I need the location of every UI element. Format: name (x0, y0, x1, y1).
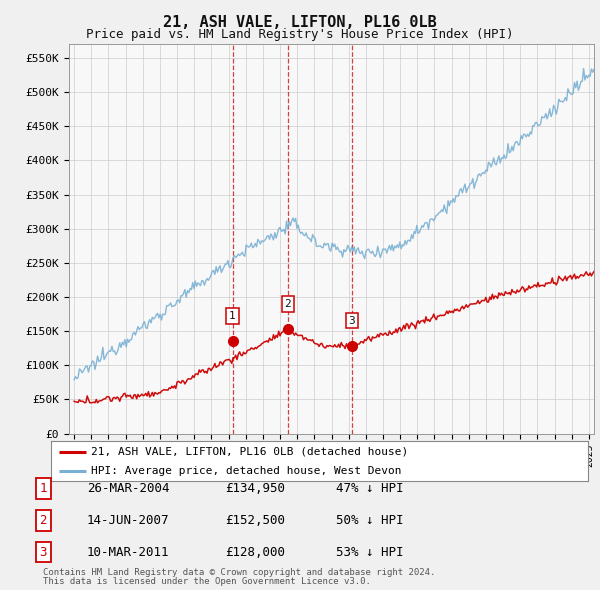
Text: 1: 1 (229, 311, 236, 321)
Text: 2: 2 (284, 299, 291, 309)
Text: HPI: Average price, detached house, West Devon: HPI: Average price, detached house, West… (91, 466, 402, 476)
Text: 53% ↓ HPI: 53% ↓ HPI (336, 546, 404, 559)
Text: 1: 1 (40, 482, 47, 495)
Text: Contains HM Land Registry data © Crown copyright and database right 2024.: Contains HM Land Registry data © Crown c… (43, 568, 436, 577)
Text: 21, ASH VALE, LIFTON, PL16 0LB (detached house): 21, ASH VALE, LIFTON, PL16 0LB (detached… (91, 447, 409, 457)
Text: £128,000: £128,000 (225, 546, 285, 559)
Text: 21, ASH VALE, LIFTON, PL16 0LB: 21, ASH VALE, LIFTON, PL16 0LB (163, 15, 437, 30)
Text: 47% ↓ HPI: 47% ↓ HPI (336, 482, 404, 495)
Text: £152,500: £152,500 (225, 514, 285, 527)
Text: 2: 2 (40, 514, 47, 527)
Text: 14-JUN-2007: 14-JUN-2007 (87, 514, 170, 527)
Text: 26-MAR-2004: 26-MAR-2004 (87, 482, 170, 495)
Text: 3: 3 (349, 316, 355, 326)
Text: 50% ↓ HPI: 50% ↓ HPI (336, 514, 404, 527)
Text: This data is licensed under the Open Government Licence v3.0.: This data is licensed under the Open Gov… (43, 578, 371, 586)
Text: 10-MAR-2011: 10-MAR-2011 (87, 546, 170, 559)
Text: 3: 3 (40, 546, 47, 559)
Text: Price paid vs. HM Land Registry's House Price Index (HPI): Price paid vs. HM Land Registry's House … (86, 28, 514, 41)
Text: £134,950: £134,950 (225, 482, 285, 495)
